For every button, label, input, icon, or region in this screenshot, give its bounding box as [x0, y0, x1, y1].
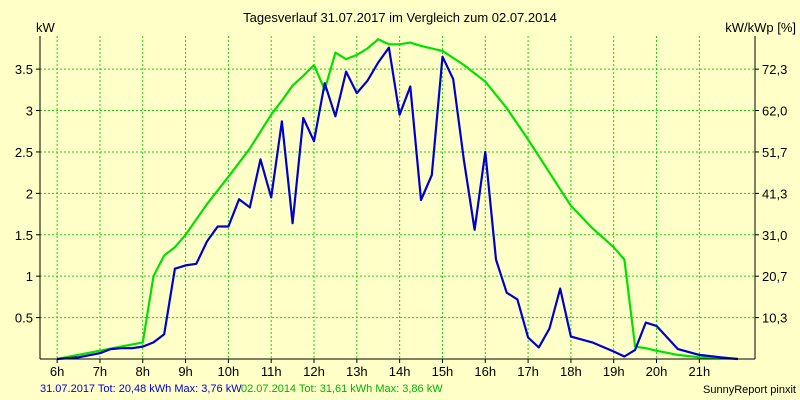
y-tick-label-left: 2: [26, 186, 33, 201]
x-tick-label: 20h: [646, 364, 668, 379]
x-tick-label: 13h: [346, 364, 368, 379]
x-tick-label: 14h: [389, 364, 411, 379]
y-tick-label-right: 41,3: [762, 186, 787, 201]
tick-labels: 6h 7h 8h 9h 10h 11h 12h 13h 14h 15h 16h 17h 18h 19h 20…: [15, 62, 787, 379]
left-axis-unit: kW: [36, 20, 56, 35]
x-tick-label: 7h: [93, 364, 107, 379]
right-axis-unit: kW/kWp [%]: [725, 20, 796, 35]
legend-series-1: 31.07.2017 Tot: 20,48 kWh Max: 3,76 kW: [40, 383, 242, 395]
y-tick-label-right: 31,0: [762, 228, 787, 243]
series-line-2017: [57, 46, 739, 361]
x-tick-label: 12h: [303, 364, 325, 379]
y-tick-label-left: 2.5: [15, 145, 33, 160]
series-line-2014: [56, 38, 738, 361]
x-tick-label: 10h: [218, 364, 240, 379]
y-tick-label-right: 62,0: [762, 104, 787, 119]
x-tick-label: 18h: [560, 364, 582, 379]
y-tick-label-left: 0.5: [15, 311, 33, 326]
series-lines: [56, 38, 739, 361]
y-tick-label-right: 20,7: [762, 269, 787, 284]
x-tick-label: 9h: [178, 364, 192, 379]
x-tick-label: 11h: [261, 364, 282, 379]
x-tick-label: 17h: [517, 364, 539, 379]
x-tick-label: 21h: [688, 364, 710, 379]
y-tick-label-left: 3.5: [15, 62, 33, 77]
y-tick-label-right: 72,3: [762, 62, 787, 77]
y-tick-label-left: 1.5: [15, 228, 33, 243]
credit-text: SunnyReport pinxit: [703, 384, 796, 396]
x-tick-label: 6h: [50, 364, 64, 379]
legend-series-2: 02.07.2014 Tot: 31,61 kWh Max: 3,86 kW: [241, 383, 443, 395]
x-tick-label: 19h: [603, 364, 625, 379]
axes: [36, 36, 759, 363]
x-tick-label: 16h: [474, 364, 496, 379]
x-tick-label: 15h: [432, 364, 454, 379]
y-tick-label-right: 10,3: [762, 311, 787, 326]
y-tick-label-left: 3: [26, 104, 33, 119]
x-tick-label: 8h: [136, 364, 150, 379]
grid-lines: [40, 36, 755, 359]
y-tick-label-left: 1: [26, 269, 33, 284]
chart-title: Tagesverlauf 31.07.2017 im Vergleich zum…: [243, 10, 557, 25]
y-tick-label-right: 51,7: [762, 145, 787, 160]
